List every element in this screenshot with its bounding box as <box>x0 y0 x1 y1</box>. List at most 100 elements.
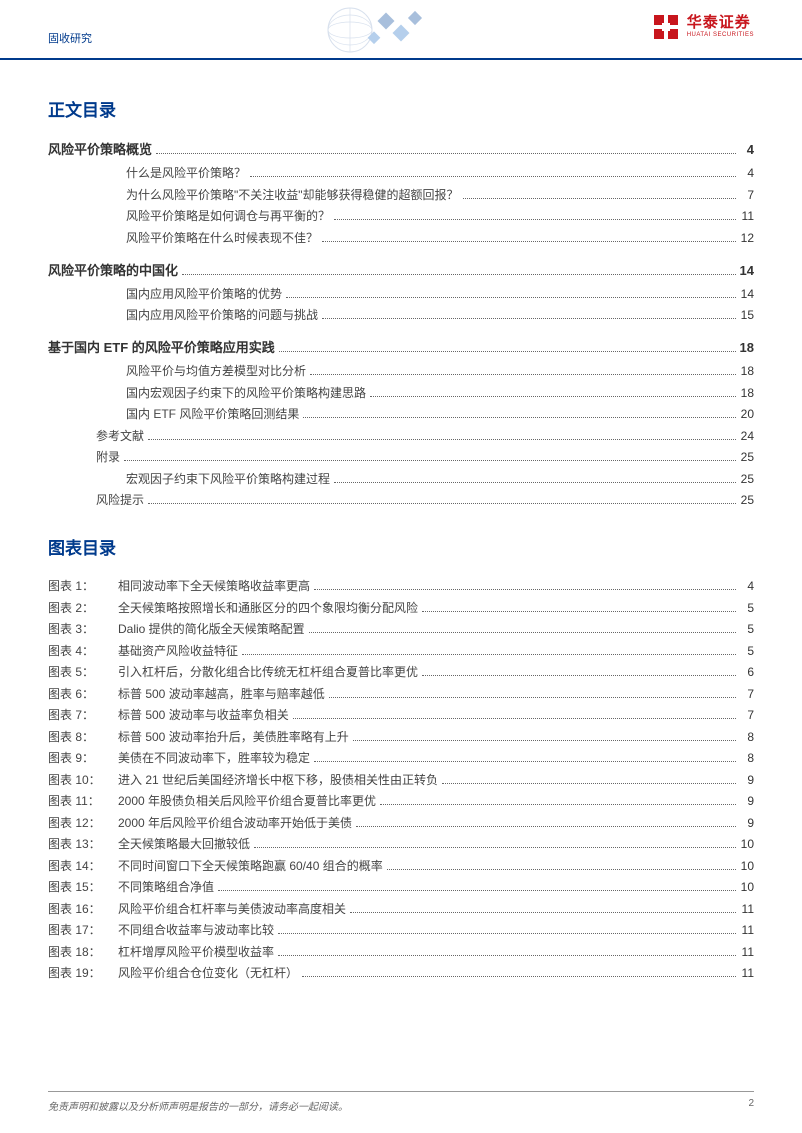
figure-item: 图表 15： 不同策略组合净值 10 <box>48 878 754 895</box>
figure-title: 风险平价组合仓位变化（无杠杆） <box>118 964 298 981</box>
toc-page-number: 12 <box>740 231 754 245</box>
toc-item-title: 风险提示 <box>96 491 144 508</box>
figure-title: 杠杆增厚风险平价模型收益率 <box>118 943 274 960</box>
figure-label: 图表 7： <box>48 706 106 723</box>
figure-item: 图表 4： 基础资产风险收益特征 5 <box>48 642 754 659</box>
figure-title: 全天候策略按照增长和通胀区分的四个象限均衡分配风险 <box>118 599 418 616</box>
toc-leader-dots <box>303 417 736 418</box>
toc-page-number: 18 <box>740 340 754 355</box>
toc-leader-dots <box>322 241 736 242</box>
figure-label: 图表 19： <box>48 964 106 981</box>
figure-label: 图表 18： <box>48 943 106 960</box>
figure-page-number: 6 <box>740 665 754 679</box>
figure-leader-dots <box>356 826 736 827</box>
toc-leader-dots <box>310 374 736 375</box>
toc-item: 什么是风险平价策略？4 <box>48 164 754 181</box>
figure-leader-dots <box>278 933 736 934</box>
toc-page-number: 20 <box>740 407 754 421</box>
toc-leader-dots <box>334 219 736 220</box>
figure-title: 美债在不同波动率下，胜率较为稳定 <box>118 749 310 766</box>
toc-item: 国内应用风险平价策略的问题与挑战 15 <box>48 306 754 323</box>
figure-label: 图表 4： <box>48 642 106 659</box>
toc-item-title: 为什么风险平价策略"不关注收益"却能够获得稳健的超额回报？ <box>126 186 459 203</box>
toc-item-title: 国内应用风险平价策略的问题与挑战 <box>126 306 318 323</box>
toc-item-title: 参考文献 <box>96 427 144 444</box>
brand-logo-mark <box>651 12 681 42</box>
figure-label: 图表 10： <box>48 771 106 788</box>
page-content: 正文目录 风险平价策略概览4 什么是风险平价策略？4 为什么风险平价策略"不关注收益… <box>0 60 802 981</box>
figure-leader-dots <box>350 912 736 913</box>
figure-page-number: 11 <box>740 966 754 980</box>
toc-leader-dots <box>322 318 736 319</box>
figure-page-number: 5 <box>740 644 754 658</box>
figure-item: 图表 11：2000 年股债负相关后风险平价组合夏普比率更优9 <box>48 792 754 809</box>
footer-disclaimer: 免责声明和披露以及分析师声明是报告的一部分，请务必一起阅读。 <box>48 1098 348 1113</box>
figure-page-number: 7 <box>740 708 754 722</box>
toc-leader-dots <box>148 439 736 440</box>
page-header: 固收研究 华泰证券 HUATAI SECURITIES <box>0 0 802 60</box>
figure-title: 基础资产风险收益特征 <box>118 642 238 659</box>
toc-page-number: 25 <box>740 472 754 486</box>
figure-label: 图表 9： <box>48 749 106 766</box>
figure-page-number: 11 <box>740 923 754 937</box>
header-decoration <box>280 5 480 55</box>
figure-page-number: 8 <box>740 751 754 765</box>
toc-leader-dots <box>370 396 736 397</box>
figure-label: 图表 14： <box>48 857 106 874</box>
figure-leader-dots <box>353 740 736 741</box>
figure-leader-dots <box>314 761 736 762</box>
figure-title: 进入 21 世纪后美国经济增长中枢下移，股债相关性由正转负 <box>118 771 438 788</box>
figure-item: 图表 19： 风险平价组合仓位变化（无杠杆） 11 <box>48 964 754 981</box>
figure-item: 图表 9： 美债在不同波动率下，胜率较为稳定 8 <box>48 749 754 766</box>
toc-item: 国内宏观因子约束下的风险平价策略构建思路18 <box>48 384 754 401</box>
figure-page-number: 10 <box>740 859 754 873</box>
figure-leader-dots <box>329 697 736 698</box>
toc-page-number: 25 <box>740 450 754 464</box>
figure-item: 图表 7：标普 500 波动率与收益率负相关7 <box>48 706 754 723</box>
figure-title: 标普 500 波动率抬升后，美债胜率略有上升 <box>118 728 349 745</box>
figure-label: 图表 2： <box>48 599 106 616</box>
toc-item: 参考文献24 <box>48 427 754 444</box>
toc-item: 风险平价策略在什么时候表现不佳？12 <box>48 229 754 246</box>
toc-title: 正文目录 <box>48 96 754 121</box>
toc-page-number: 14 <box>740 263 754 278</box>
toc-item: 风险提示25 <box>48 491 754 508</box>
figure-label: 图表 16： <box>48 900 106 917</box>
toc-section-head: 风险平价策略的中国化 14 <box>48 260 754 279</box>
figure-title: 2000 年股债负相关后风险平价组合夏普比率更优 <box>118 792 376 809</box>
toc-page-number: 15 <box>740 308 754 322</box>
figure-label: 图表 1： <box>48 577 106 594</box>
figure-title: 不同策略组合净值 <box>118 878 214 895</box>
brand-name-cn: 华泰证券 <box>687 15 754 32</box>
toc-item: 附录25 <box>48 448 754 465</box>
toc-section-head: 风险平价策略概览4 <box>48 139 754 158</box>
figure-title: 风险平价组合杠杆率与美债波动率高度相关 <box>118 900 346 917</box>
figure-page-number: 10 <box>740 880 754 894</box>
toc-leader-dots <box>279 351 736 352</box>
figure-leader-dots <box>293 718 736 719</box>
figure-leader-dots <box>422 611 736 612</box>
figure-item: 图表 2： 全天候策略按照增长和通胀区分的四个象限均衡分配风险 5 <box>48 599 754 616</box>
toc-leader-dots <box>463 198 736 199</box>
figure-item: 图表 18：杠杆增厚风险平价模型收益率11 <box>48 943 754 960</box>
toc-section-title: 风险平价策略概览 <box>48 139 152 158</box>
figure-list: 图表 1：相同波动率下全天候策略收益率更高4图表 2：全天候策略按照增长和通胀区… <box>48 577 754 981</box>
figure-item: 图表 12：2000 年后风险平价组合波动率开始低于美债9 <box>48 814 754 831</box>
figure-label: 图表 6： <box>48 685 106 702</box>
figure-page-number: 11 <box>740 902 754 916</box>
figure-label: 图表 15： <box>48 878 106 895</box>
toc-section-title: 风险平价策略的中国化 <box>48 260 178 279</box>
toc-leader-dots <box>124 460 736 461</box>
figure-title: 引入杠杆后，分散化组合比传统无杠杆组合夏普比率更优 <box>118 663 418 680</box>
toc-section-title: 基于国内 ETF 的风险平价策略应用实践 <box>48 337 275 356</box>
figure-page-number: 9 <box>740 794 754 808</box>
toc-leader-dots <box>286 297 736 298</box>
figure-page-number: 9 <box>740 773 754 787</box>
toc-item: 宏观因子约束下风险平价策略构建过程25 <box>48 470 754 487</box>
figure-label: 图表 12： <box>48 814 106 831</box>
figure-page-number: 5 <box>740 601 754 615</box>
toc-page-number: 11 <box>740 209 754 223</box>
toc-page-number: 18 <box>740 364 754 378</box>
figure-item: 图表 16： 风险平价组合杠杆率与美债波动率高度相关 11 <box>48 900 754 917</box>
figure-label: 图表 8： <box>48 728 106 745</box>
